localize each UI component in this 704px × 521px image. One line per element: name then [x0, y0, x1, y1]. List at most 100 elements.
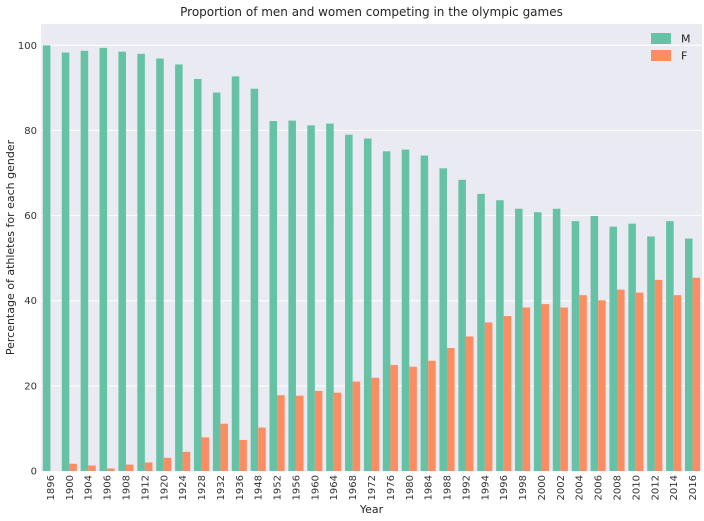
bar-f-1928: [201, 437, 210, 471]
y-tick-label: 40: [24, 296, 37, 307]
bar-m-1932: [212, 92, 221, 471]
bar-f-1968: [352, 381, 361, 471]
x-tick-label: 1900: [65, 475, 76, 500]
chart-title: Proportion of men and women competing in…: [180, 5, 563, 19]
bar-m-2008: [609, 226, 618, 471]
bar-f-1906: [107, 468, 115, 471]
bar-f-1960: [314, 390, 323, 471]
bar-m-1948: [250, 88, 259, 472]
bar-f-1996: [503, 316, 512, 471]
bar-f-1948: [258, 427, 266, 471]
bar-f-2004: [579, 295, 587, 471]
x-tick-label: 1906: [103, 475, 114, 500]
bar-f-1900: [69, 463, 77, 471]
bar-f-1936: [239, 439, 247, 471]
x-tick-label: 1996: [499, 475, 510, 500]
y-tick-label: 20: [24, 381, 37, 392]
bar-m-1960: [307, 125, 315, 471]
x-axis-title: Year: [359, 503, 384, 516]
bar-m-1924: [175, 64, 183, 471]
bars: [42, 45, 701, 472]
bar-m-1920: [156, 58, 164, 472]
legend-label-m: M: [681, 33, 691, 46]
x-tick-label: 1980: [405, 475, 416, 500]
bar-m-1896: [42, 45, 51, 472]
bar-f-1908: [125, 464, 134, 471]
x-tick-label: 1896: [46, 475, 57, 500]
bar-f-1952: [277, 395, 285, 471]
x-tick-label: 1952: [273, 475, 284, 500]
bar-f-2002: [560, 307, 568, 471]
bar-m-1994: [477, 193, 485, 472]
bar-m-1906: [99, 47, 108, 472]
bar-m-1998: [515, 208, 523, 471]
bar-f-1956: [295, 395, 304, 471]
x-tick-label: 1908: [121, 475, 132, 500]
legend-swatch-m: [651, 33, 671, 44]
x-tick-label: 1956: [291, 475, 302, 500]
x-axis-ticks: 1896 1900 1904 1906 1908 1912 1920 1924 1928 1932…: [46, 475, 699, 500]
legend-label-f: F: [681, 50, 687, 63]
y-axis-title: Percentage of athletes for each gender: [4, 139, 17, 355]
x-tick-label: 1964: [329, 475, 340, 500]
bar-m-1972: [363, 138, 372, 471]
bar-f-1912: [144, 462, 153, 471]
bar-m-1992: [458, 179, 466, 471]
bar-m-2014: [666, 221, 674, 471]
bar-f-2012: [654, 279, 663, 471]
legend: MF: [651, 33, 691, 63]
x-tick-label: 1968: [348, 475, 359, 500]
bar-f-1964: [333, 392, 342, 471]
x-tick-label: 1988: [443, 475, 454, 500]
x-tick-label: 1976: [386, 475, 397, 500]
x-tick-label: 1936: [235, 475, 246, 500]
bar-m-2000: [533, 212, 542, 471]
bar-m-1912: [137, 53, 145, 472]
bar-m-1964: [326, 123, 334, 472]
bar-f-2014: [673, 295, 682, 471]
bar-m-1956: [288, 120, 296, 471]
y-axis-ticks: 0 20 40 60 80 100: [18, 41, 37, 478]
bar-f-2008: [617, 289, 625, 471]
bar-m-1904: [80, 50, 89, 471]
bar-f-2016: [692, 277, 701, 471]
x-tick-label: 1998: [518, 475, 529, 500]
bar-f-1992: [465, 336, 474, 471]
bar-f-1920: [163, 457, 172, 471]
bar-m-2010: [628, 223, 636, 471]
x-tick-label: 1920: [159, 475, 170, 500]
bar-m-2004: [571, 221, 580, 471]
bar-f-1988: [447, 347, 455, 471]
bar-f-1972: [371, 377, 380, 471]
x-tick-label: 1904: [84, 475, 95, 500]
bar-m-1976: [382, 151, 391, 471]
bar-m-1988: [439, 168, 448, 471]
bar-m-2012: [647, 236, 655, 471]
x-tick-label: 2000: [537, 475, 548, 500]
bar-m-1928: [193, 78, 202, 471]
x-tick-label: 1960: [310, 475, 321, 500]
x-tick-label: 2002: [556, 475, 567, 500]
y-tick-label: 100: [18, 41, 37, 52]
x-tick-label: 1928: [197, 475, 208, 500]
bar-m-1996: [496, 200, 504, 471]
x-tick-label: 2016: [688, 475, 699, 500]
x-tick-label: 1992: [461, 475, 472, 500]
bar-f-1998: [522, 307, 531, 471]
x-tick-label: 1924: [178, 475, 189, 500]
bar-f-2010: [635, 292, 644, 471]
bar-f-1976: [390, 364, 398, 471]
y-tick-label: 0: [31, 467, 37, 478]
x-tick-label: 2006: [594, 475, 605, 500]
bar-f-1932: [220, 423, 228, 471]
y-tick-label: 60: [24, 211, 37, 222]
x-tick-label: 1984: [424, 475, 435, 500]
bar-m-1936: [231, 76, 240, 471]
bar-m-2016: [685, 238, 693, 471]
bar-m-1900: [61, 52, 70, 471]
bar-f-1980: [409, 366, 417, 471]
bar-f-1994: [484, 322, 493, 471]
x-tick-label: 1994: [480, 475, 491, 500]
x-tick-label: 2008: [613, 475, 624, 500]
